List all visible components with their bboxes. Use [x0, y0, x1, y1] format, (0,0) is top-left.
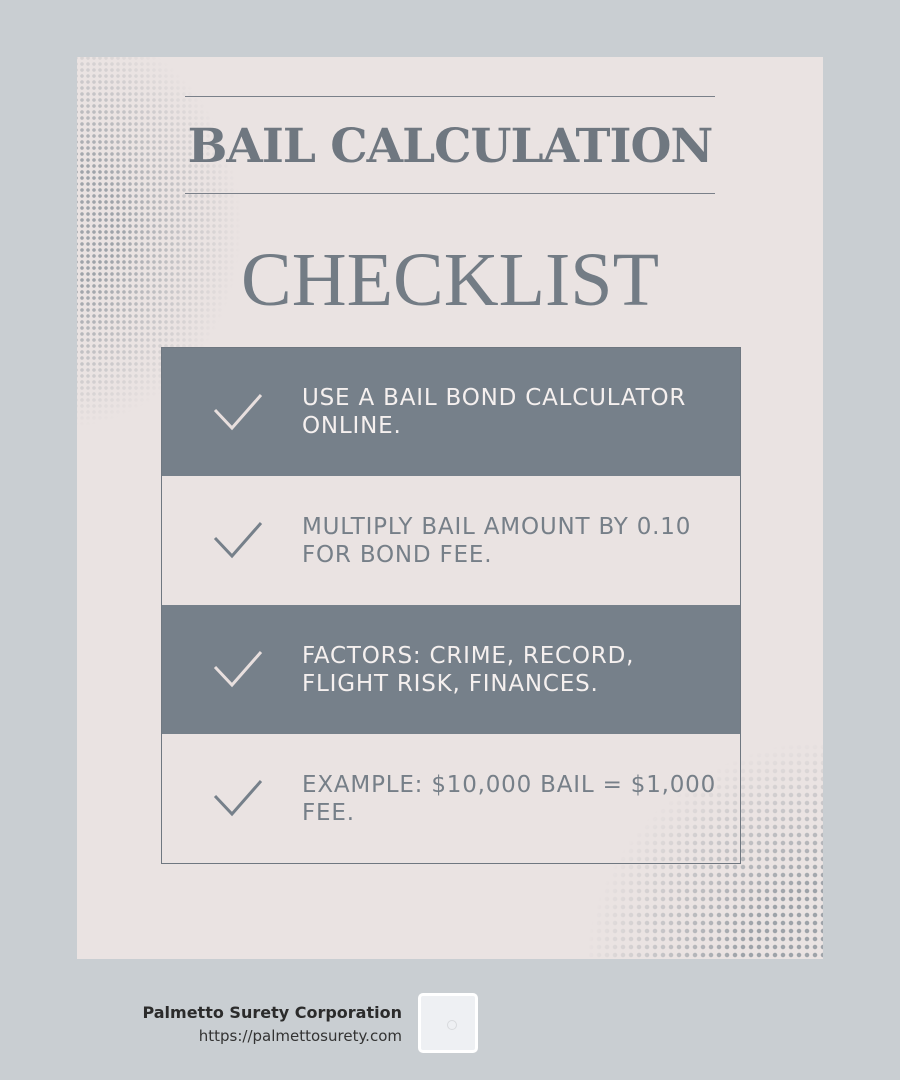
halftone-decoration — [563, 719, 823, 959]
company-logo — [418, 993, 478, 1053]
title-line-2: CHECKLIST — [241, 238, 659, 322]
logo-icon — [447, 1020, 457, 1030]
checklist-item: EXAMPLE: $10,000 BAIL = $1,000 FEE. — [162, 734, 740, 863]
divider — [185, 193, 715, 194]
title-line-1: BAIL CALCULATION — [187, 119, 714, 174]
check-icon — [213, 651, 263, 688]
check-icon — [213, 522, 263, 559]
check-icon — [213, 780, 263, 817]
checklist-item: USE A BAIL BOND CALCULATOR ONLINE. — [162, 348, 740, 476]
checklist-item-text: MULTIPLY BAIL AMOUNT BY 0.10 FOR BOND FE… — [302, 513, 692, 568]
checklist-item-text: USE A BAIL BOND CALCULATOR ONLINE. — [302, 385, 687, 439]
check-icon — [213, 394, 263, 431]
checklist-item-text: FACTORS: CRIME, RECORD, FLIGHT RISK, FIN… — [302, 642, 635, 697]
divider — [185, 96, 715, 97]
checklist-item: FACTORS: CRIME, RECORD, FLIGHT RISK, FIN… — [162, 605, 740, 734]
infographic-card: BAIL CALCULATION CHECKLIST USE A BAIL BO… — [77, 57, 823, 959]
checklist-item-text: EXAMPLE: $10,000 BAIL = $1,000 FEE. — [302, 771, 717, 826]
checklist-item: MULTIPLY BAIL AMOUNT BY 0.10 FOR BOND FE… — [162, 476, 740, 605]
checklist: USE A BAIL BOND CALCULATOR ONLINE. MULTI… — [161, 347, 741, 864]
company-name: Palmetto Surety Corporation — [142, 1003, 402, 1022]
company-url[interactable]: https://palmettosurety.com — [198, 1027, 402, 1045]
